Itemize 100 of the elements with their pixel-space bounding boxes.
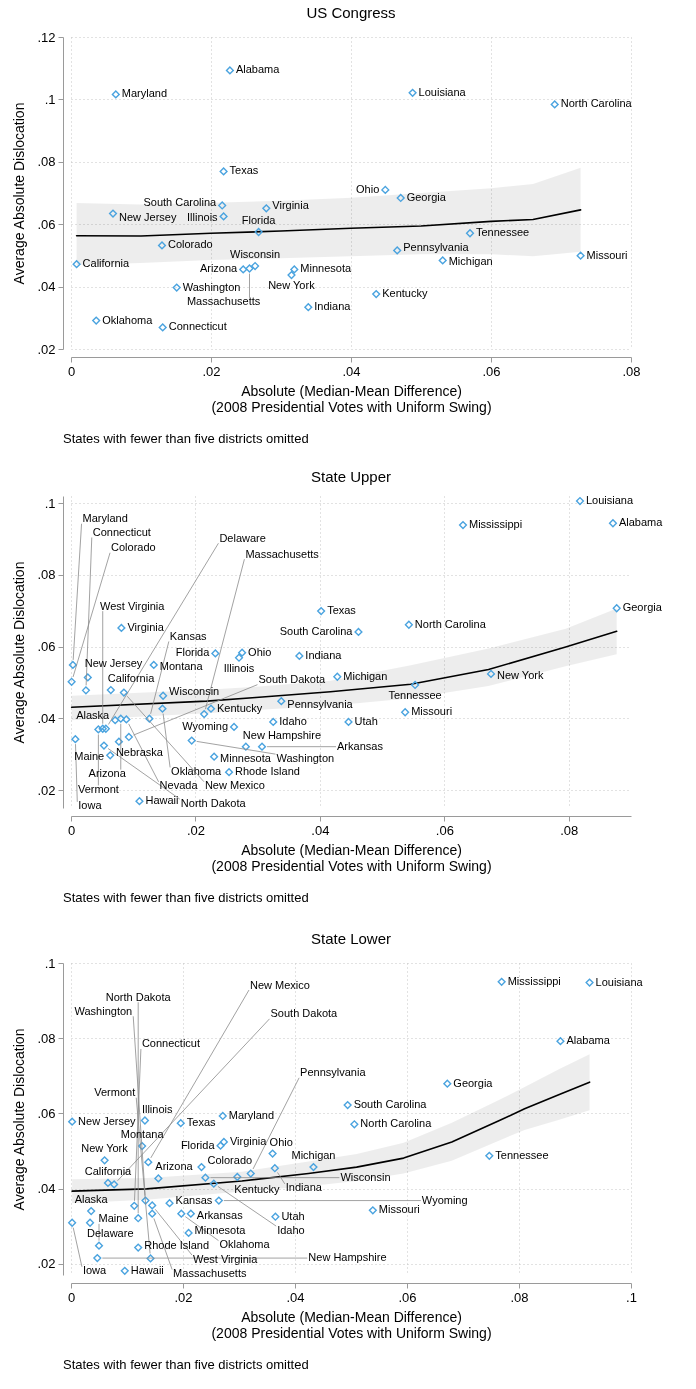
x-tick-label: .06 xyxy=(435,822,454,838)
point xyxy=(333,672,342,681)
point xyxy=(110,1180,119,1189)
y-tick-label: .04 xyxy=(37,279,56,295)
annotation: New Hampshire xyxy=(242,728,322,741)
annotation: Virginia xyxy=(127,620,165,633)
annotation: Pennsylvania xyxy=(403,241,470,254)
annotation: Wisconsin xyxy=(169,684,220,697)
annotation: Tennessee xyxy=(476,226,530,239)
annotation: Missouri xyxy=(586,248,628,261)
line-series xyxy=(75,209,582,237)
point xyxy=(85,1218,95,1227)
annotation: Montana xyxy=(159,659,204,672)
point xyxy=(68,1218,77,1227)
point xyxy=(124,732,133,742)
annotation: North Carolina xyxy=(414,617,487,630)
annotation: West Virginia xyxy=(192,1252,259,1265)
point xyxy=(119,688,128,697)
point xyxy=(72,260,81,269)
annotation: Oklahoma xyxy=(171,764,223,777)
point xyxy=(271,1212,280,1221)
y-tick-label: .02 xyxy=(37,782,56,798)
annotation: Michigan xyxy=(343,669,388,682)
point xyxy=(111,90,120,99)
annotation: Vermont xyxy=(94,1086,136,1099)
point xyxy=(219,212,228,221)
point xyxy=(268,1149,277,1158)
x-tick-label: .02 xyxy=(186,822,205,838)
annotation: Washington xyxy=(182,280,241,293)
point xyxy=(214,1196,223,1205)
point xyxy=(368,1206,377,1215)
point xyxy=(443,1079,452,1088)
point xyxy=(585,978,594,987)
point xyxy=(238,648,247,657)
annotation: California xyxy=(82,257,130,270)
x-tick-label: .08 xyxy=(622,363,641,379)
annotation: Maine xyxy=(98,1212,129,1225)
annotation: Utah xyxy=(281,1209,305,1222)
annotation: Tennessee xyxy=(495,1148,549,1161)
point xyxy=(116,714,125,723)
point xyxy=(134,1243,143,1252)
y-tick-label: .06 xyxy=(37,639,56,655)
point xyxy=(239,265,248,274)
annotation: Nevada xyxy=(159,779,199,792)
annotation: Arizona xyxy=(199,262,239,275)
annotation: Kentucky xyxy=(234,1182,281,1195)
point xyxy=(245,264,254,273)
annotation: Oklahoma xyxy=(219,1238,271,1251)
annotation: Massachusetts xyxy=(186,295,261,308)
point xyxy=(381,185,390,194)
annotation: Nebraska xyxy=(115,745,164,758)
annotation: West Virginia xyxy=(100,599,166,612)
point xyxy=(186,1209,195,1218)
annotation: Washington xyxy=(74,1004,133,1017)
annotation: Indiana xyxy=(314,300,352,313)
point xyxy=(210,752,219,761)
annotation: Connecticut xyxy=(92,525,151,538)
y-tick-label: .1 xyxy=(44,495,56,511)
annotation: Georgia xyxy=(406,190,447,203)
annotation: Texas xyxy=(186,1116,216,1129)
point xyxy=(233,1172,242,1181)
annotation: Ohio xyxy=(248,645,272,658)
annotation: Massachusetts xyxy=(245,547,320,560)
y-axis-title: Average Absolute Dislocation xyxy=(11,561,28,744)
annotation: New Jersey xyxy=(78,1114,137,1127)
point xyxy=(354,627,363,637)
y-tick-label: .04 xyxy=(37,710,56,726)
annotation: Delaware xyxy=(87,1226,134,1239)
annotation: Wisconsin xyxy=(340,1170,391,1183)
point xyxy=(372,290,381,299)
x-tick-label: .06 xyxy=(482,363,501,379)
point xyxy=(241,742,250,751)
point xyxy=(246,1169,255,1178)
point xyxy=(304,303,313,312)
point xyxy=(219,1137,228,1147)
point xyxy=(165,1199,174,1208)
point xyxy=(100,1156,109,1165)
annotation: Wisconsin xyxy=(230,248,281,261)
annotation: Arkansas xyxy=(196,1208,244,1221)
point xyxy=(87,1207,96,1216)
annotation: New York xyxy=(268,279,316,292)
annotation: Georgia xyxy=(622,601,663,614)
text: States with fewer than five districts omitted xyxy=(63,431,309,446)
annotation: Kentucky xyxy=(382,287,428,300)
point xyxy=(350,1120,359,1129)
annotation: South Carolina xyxy=(353,1098,428,1111)
annotation: Wyoming xyxy=(421,1193,468,1206)
annotation: Illinois xyxy=(223,661,255,674)
point xyxy=(71,735,80,744)
annotation: Georgia xyxy=(453,1076,494,1089)
point xyxy=(393,246,402,255)
annotation: Kentucky xyxy=(217,701,263,714)
text: States with fewer than five districts omitted xyxy=(63,890,309,905)
x-tick-label: .04 xyxy=(286,1289,305,1305)
point xyxy=(108,209,118,218)
chart-title: State Lower xyxy=(310,930,392,947)
point xyxy=(135,797,144,806)
point xyxy=(159,691,168,700)
annotation: Connecticut xyxy=(141,1037,201,1050)
point xyxy=(122,715,131,724)
